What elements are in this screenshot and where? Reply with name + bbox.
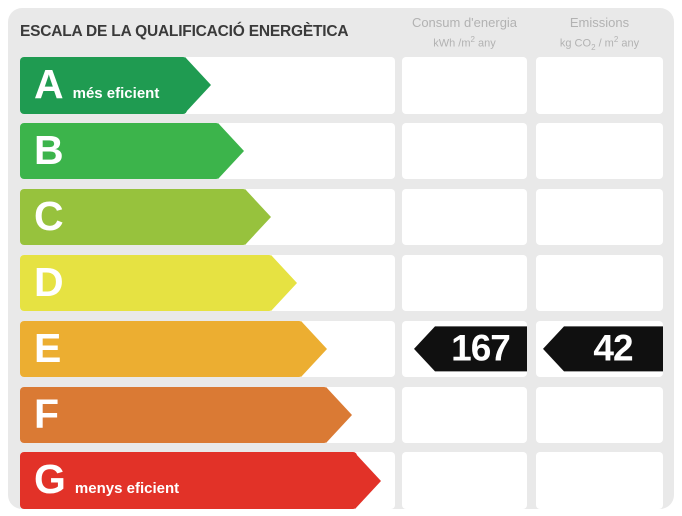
rating-label-a: més eficient [72,85,160,102]
rating-arrow-e: E [20,320,304,378]
scale-row-g: G menys eficient [20,452,663,509]
emissions-header-unit: kg CO2 / m2 any [559,35,640,52]
emissions-cell-e: 42 [536,320,663,378]
rating-letter-g: G [34,456,66,503]
emissions-header-label: Emissions [569,15,630,30]
column-header-consumption: Consum d'energia kWh /m2 any [402,15,527,51]
emissions-cell-f [536,386,663,444]
energy-scale-panel: ESCALA DE LA QUALIFICACIÓ ENERGÈTICA Con… [8,8,674,509]
rating-letter-c: C [34,192,64,239]
energy-scale-rows: A més eficient B [20,57,663,509]
scale-row-d: D [20,254,663,312]
consumption-cell-g [402,452,527,509]
consumption-cell-b [402,122,527,180]
rating-arrow-g: G menys eficient [20,452,358,509]
rating-arrow-a: A més eficient [20,57,187,114]
rating-arrow-b: B [20,122,220,180]
scale-cell-e: E [20,320,395,378]
scale-cell-f: F [20,386,395,444]
scale-cell-b: B [20,122,395,180]
emissions-cell-d [536,254,663,312]
consumption-cell-f [402,386,527,444]
emissions-value-badge: 42 [543,324,663,373]
consumption-cell-a [402,57,527,114]
emissions-cell-c [536,188,663,246]
emissions-cell-a [536,57,663,114]
rating-letter-f: F [34,390,60,437]
consumption-value-badge: 167 [414,324,527,373]
scale-cell-g: G menys eficient [20,452,395,509]
rating-letter-b: B [34,126,64,173]
consumption-header-label: Consum d'energia [411,15,518,30]
page-title: ESCALA DE LA QUALIFICACIÓ ENERGÈTICA [20,23,349,40]
rating-arrow-c: C [20,188,247,246]
rating-arrow-d: D [20,254,274,312]
consumption-cell-d [402,254,527,312]
rating-letter-e: E [34,324,62,371]
scale-row-a: A més eficient [20,57,663,114]
scale-row-f: F [20,386,663,444]
consumption-cell-e: 167 [402,320,527,378]
emissions-cell-b [536,122,663,180]
scale-cell-d: D [20,254,395,312]
scale-row-c: C [20,188,663,246]
scale-cell-a: A més eficient [20,57,395,114]
consumption-header-unit: kWh /m2 any [433,35,496,50]
column-header-emissions: Emissions kg CO2 / m2 any [536,15,663,55]
emissions-value: 42 [593,327,633,369]
rating-letter-a: A [34,61,64,107]
scale-row-b: B [20,122,663,180]
rating-label-g: menys eficient [74,480,180,498]
consumption-value: 167 [451,327,510,369]
scale-row-e: E 167 42 [20,320,663,378]
scale-cell-c: C [20,188,395,246]
rating-arrow-f: F [20,386,328,444]
consumption-cell-c [402,188,527,246]
rating-letter-d: D [34,258,64,305]
emissions-cell-g [536,452,663,509]
